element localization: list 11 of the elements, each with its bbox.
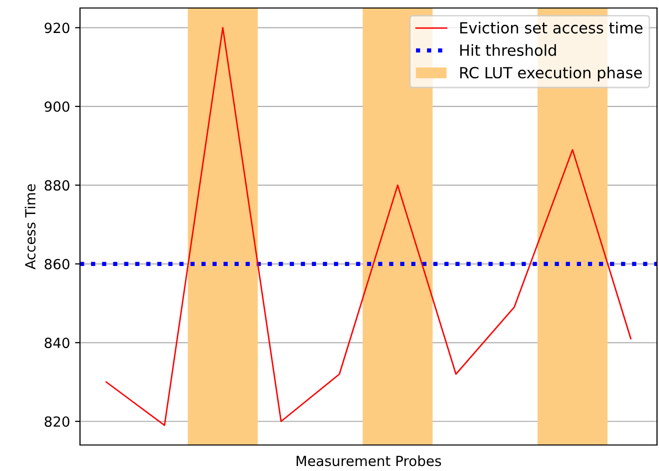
y-tick-label: 840: [44, 338, 70, 348]
y-tick-label: 820: [44, 416, 70, 427]
y-tick-label: 900: [44, 101, 70, 112]
y-tick-label: 860: [44, 258, 70, 270]
y-tick-label: 920: [44, 22, 70, 34]
legend-label: Hit threshold: [460, 44, 556, 56]
y-axis-title: Access Time: [24, 184, 36, 270]
y-tick-label: 880: [44, 180, 70, 191]
annotation: RC LUT execution phase: [460, 66, 642, 82]
x-axis-title: Measurement Probes: [296, 455, 442, 466]
legend-label: Eviction set access time: [460, 22, 642, 34]
